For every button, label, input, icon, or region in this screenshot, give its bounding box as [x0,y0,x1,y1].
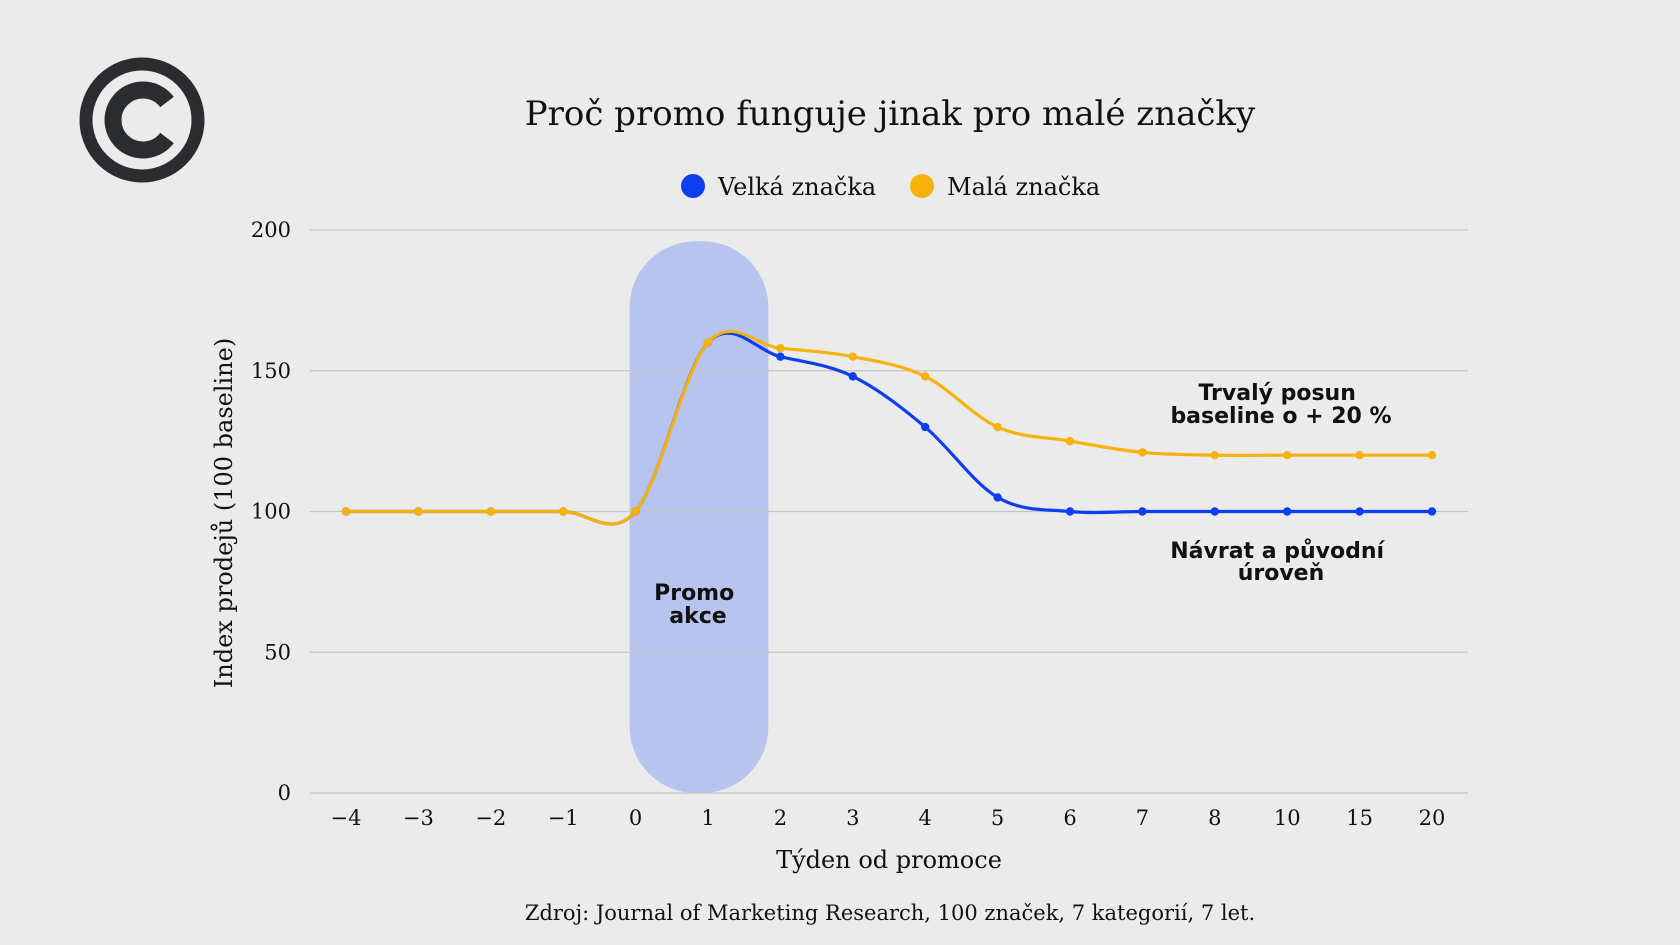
data-point [1427,507,1437,516]
data-point [341,507,351,516]
x-tick-label: −3 [403,806,434,830]
data-point [848,372,857,381]
annotation-return-line-1: Návrat a původní [1170,539,1385,564]
chart-title: Proč promo funguje jinak pro malé značky [525,94,1256,134]
annotation-baseline-shift: Trvalý posun baseline o + 20 % [1170,381,1391,429]
data-point [1065,436,1075,446]
y-tick-label: 0 [278,781,291,805]
x-axis-label: Týden od promoce [776,846,1002,874]
data-point [993,493,1002,502]
x-tick-label: 0 [629,806,642,830]
data-point [921,422,930,432]
y-tick-label: 100 [251,500,291,524]
x-tick-labels: −4 −3 −2 −1 0 1 2 3 4 5 6 7 8 10 15 20 [331,806,1446,830]
data-point [1138,448,1147,457]
copyright-icon [79,57,205,183]
x-tick-label: 15 [1346,806,1373,830]
series-layer [341,329,1437,526]
annotation-return-line-2: úroveň [1238,561,1325,586]
series-line [344,329,1434,526]
annotation-return: Návrat a původní úroveň [1170,539,1391,586]
x-tick-label: 1 [701,806,714,830]
data-point [848,352,857,361]
x-tick-label: 20 [1419,806,1446,830]
x-tick-label: 3 [846,806,859,830]
x-tick-label: 2 [774,806,787,830]
data-point [1210,507,1220,516]
promo-label-line-2: akce [669,604,726,629]
legend-marker-velka [681,174,705,198]
data-point [414,507,423,516]
data-point [559,507,568,516]
source-note: Zdroj: Journal of Marketing Research, 10… [525,901,1255,925]
data-point [776,352,785,361]
x-tick-label: 10 [1274,806,1301,830]
data-point [1283,451,1292,460]
shade-layer [629,241,769,793]
annotation-baseline-shift-line-2: baseline o + 20 % [1170,404,1391,429]
data-point [631,507,640,516]
x-tick-label: 7 [1136,806,1149,830]
x-tick-label: −1 [548,806,579,830]
legend-marker-mala [910,174,934,198]
x-tick-label: 8 [1208,806,1221,830]
copyright-logo [77,55,207,185]
data-point [1355,451,1364,460]
series-mala [341,329,1437,526]
data-point [993,422,1002,432]
promo-region [629,241,769,793]
legend-label-mala: Malá značka [947,173,1100,201]
x-tick-label: 5 [991,806,1004,830]
legend-label-velka: Velká značka [717,173,876,201]
x-tick-label: −4 [331,806,362,830]
y-tick-label: 50 [264,640,291,664]
data-point [1427,451,1437,460]
x-tick-label: 6 [1063,806,1076,830]
data-point [776,344,785,353]
y-axis-label: Index prodejů (100 baseline) [210,338,238,688]
x-tick-label: −2 [475,806,506,830]
y-tick-label: 150 [251,359,291,383]
x-tick-label: 4 [919,806,932,830]
data-point [1210,451,1220,460]
data-point [703,338,713,347]
promo-label: Promo akce [654,581,742,629]
promo-label-line-1: Promo [654,581,734,606]
data-point [1355,507,1364,516]
y-tick-label: 200 [251,218,291,242]
data-point [1065,507,1075,516]
annotation-baseline-shift-line-1: Trvalý posun [1198,381,1355,406]
data-point [1283,507,1292,516]
legend: Velká značka Malá značka [681,173,1100,201]
data-point [1138,507,1147,516]
y-tick-labels: 0 50 100 150 200 [251,218,291,805]
data-point [486,507,495,516]
data-point [921,372,930,381]
